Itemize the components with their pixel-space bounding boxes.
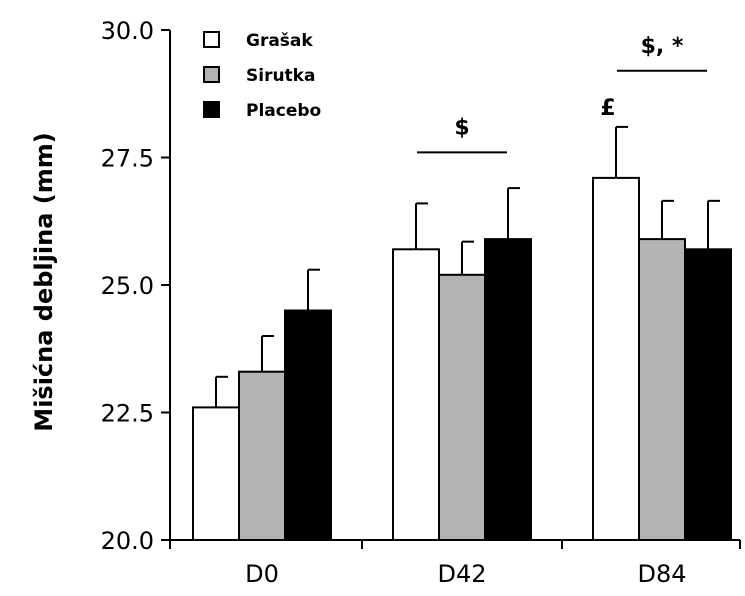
y-tick-label: 22.5 bbox=[101, 400, 154, 428]
bar-placebo-d42 bbox=[484, 238, 532, 541]
bar-grašak-d0 bbox=[192, 406, 240, 541]
y-axis: 20.0 22.5 25.0 27.5 30.0 bbox=[101, 17, 171, 555]
legend-swatch-sirutka bbox=[203, 66, 220, 83]
bar-grašak-d84 bbox=[592, 176, 640, 541]
bar-grašak-d42 bbox=[392, 248, 440, 542]
x-axis: D0 D42 D84 bbox=[169, 539, 741, 588]
error-bars bbox=[215, 125, 720, 408]
legend-swatch-grašak bbox=[203, 31, 220, 48]
significance-label: $ bbox=[454, 115, 469, 140]
bar-placebo-d0 bbox=[284, 309, 332, 541]
x-tick-label: D0 bbox=[245, 560, 279, 588]
bar-sirutka-d42 bbox=[438, 273, 486, 541]
legend-label-grašak: Grašak bbox=[246, 31, 313, 51]
y-tick-label: 27.5 bbox=[101, 145, 154, 173]
y-tick-label: 20.0 bbox=[101, 527, 154, 555]
legend-label-placebo: Placebo bbox=[246, 101, 321, 121]
x-tick-label: D84 bbox=[637, 560, 686, 588]
y-tick-label: 30.0 bbox=[101, 17, 154, 45]
bar-placebo-d84 bbox=[684, 248, 732, 542]
x-tick-label: D42 bbox=[437, 560, 486, 588]
significance-label: $, * bbox=[641, 34, 684, 59]
bars bbox=[192, 176, 732, 542]
bar-sirutka-d0 bbox=[238, 370, 286, 542]
y-tick-label: 25.0 bbox=[101, 272, 154, 300]
bar-sirutka-d84 bbox=[638, 238, 686, 541]
legend: Grašak Sirutka Placebo bbox=[203, 31, 321, 121]
annotations: $ $, * £ bbox=[417, 34, 707, 154]
bar-annotation: £ bbox=[600, 96, 615, 121]
legend-swatch-placebo bbox=[203, 101, 220, 118]
legend-label-sirutka: Sirutka bbox=[246, 66, 315, 86]
y-axis-label: Mišićna debljina (mm) bbox=[30, 132, 58, 431]
